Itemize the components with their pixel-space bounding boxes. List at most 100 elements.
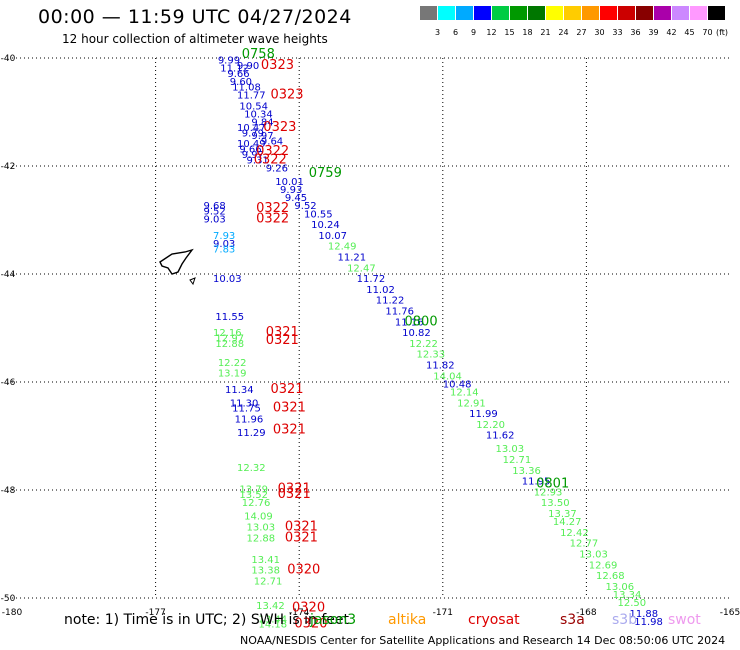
wave-height-label: 13.42	[256, 601, 285, 612]
data-labels: 9.9911.129.909.669.6011.0811.7710.5410.3…	[203, 47, 662, 632]
mission-s3b: s3b	[612, 612, 638, 628]
pass-time-label: 0321	[273, 401, 306, 416]
wave-height-label: 11.08	[232, 82, 261, 93]
wave-height-label: 12.88	[215, 339, 244, 350]
pass-time-label: 0323	[261, 58, 294, 73]
wave-height-label: 12.14	[450, 388, 479, 399]
colorbar-label: 36	[630, 28, 641, 37]
wave-height-label: 11.21	[337, 253, 366, 264]
colorbar-label: 39	[648, 28, 659, 37]
x-tick-label: -174	[289, 608, 310, 618]
wave-height-label: 12.91	[457, 398, 486, 409]
wave-height-label: 11.22	[376, 296, 405, 307]
colorbar-label: 70	[702, 28, 713, 37]
plot-frame	[12, 57, 730, 599]
colorbar-swatch	[564, 6, 581, 20]
colorbar-label: 24	[558, 28, 569, 37]
wave-height-label: 9.45	[285, 193, 307, 204]
wave-height-label: 12.50	[618, 598, 647, 609]
colorbar-swatch	[456, 6, 473, 20]
colorbar-label: 42	[666, 28, 677, 37]
wave-height-label: 12.69	[589, 560, 618, 571]
colorbar-label: 6	[452, 28, 459, 37]
y-tick-label: -50	[1, 594, 16, 604]
wave-height-label: 9.60	[230, 77, 252, 88]
wave-height-label: 9.64	[261, 136, 283, 147]
wave-height-label: 9.52	[203, 207, 225, 218]
wave-height-label: 10.34	[244, 109, 273, 120]
mission-altika: altika	[388, 612, 427, 628]
wave-height-label: 13.52	[239, 490, 268, 501]
wave-height-label: 14.27	[553, 517, 582, 528]
wave-height-label: 12.77	[570, 539, 599, 550]
wave-height-label: 10.49	[237, 139, 266, 150]
wave-height-label: 10.01	[275, 177, 304, 188]
wave-height-label: 11.02	[366, 285, 395, 296]
wave-height-label: 13.37	[548, 509, 577, 520]
wave-height-label: 11.34	[225, 385, 254, 396]
pass-time-label: 0321	[266, 333, 299, 348]
pass-time-label: 0321	[266, 325, 299, 340]
wave-height-label: 9.97	[242, 150, 264, 161]
chart-subtitle: 12 hour collection of altimeter wave hei…	[62, 32, 328, 46]
mission-cryosat: cryosat	[468, 612, 520, 628]
colorbar-label: 21	[540, 28, 551, 37]
wave-height-label: 11.30	[230, 398, 259, 409]
wave-height-label: 12.32	[237, 463, 266, 474]
pass-time-label: 0321	[270, 382, 303, 397]
wave-height-label: 14.04	[433, 371, 462, 382]
wave-height-label: 13.03	[495, 444, 524, 455]
colorbar-label: 45	[684, 28, 695, 37]
wave-height-label: 7.83	[213, 244, 235, 255]
colorbar-swatch	[546, 6, 563, 20]
colorbar-swatch	[528, 6, 545, 20]
wave-height-label: 13.38	[251, 566, 280, 577]
wave-height-label: 14.18	[259, 620, 288, 631]
wave-height-label: 12.97	[215, 334, 244, 345]
x-tick-label: -165	[720, 608, 740, 618]
wave-height-label: 11.16	[395, 317, 424, 328]
footer-note: note: 1) Time is in UTC; 2) SWH is in fe…	[64, 612, 350, 628]
wave-height-label: 9.97	[251, 131, 273, 142]
wave-height-label: 11.55	[215, 312, 244, 323]
axis-tick-labels: -180 -177 -174 -171 -168 -165 -40 -42 -44 -46 -48 -…	[1, 54, 740, 618]
wave-height-label: 13.03	[579, 550, 608, 561]
wave-height-label: 9.26	[266, 163, 288, 174]
wave-height-label: 13.36	[512, 466, 541, 477]
wave-height-label: 13.34	[613, 590, 642, 601]
x-tick-label: -171	[433, 608, 453, 618]
pass-time-label: 0321	[278, 487, 311, 502]
wave-height-label: 10.54	[239, 101, 268, 112]
wave-height-label: 13.79	[239, 485, 268, 496]
y-tick-label: -42	[1, 162, 16, 172]
pass-time-label: 0321	[273, 422, 306, 437]
wave-height-label: 11.95	[522, 477, 551, 488]
colorbar-swatch	[654, 6, 671, 20]
wave-height-label: 12.88	[247, 533, 276, 544]
wave-height-label: 9.03	[203, 215, 225, 226]
colorbar-swatch	[420, 6, 437, 20]
wave-height-label: 9.93	[280, 185, 302, 196]
wave-height-label: 11.99	[469, 409, 498, 420]
colorbar-label: 18	[522, 28, 533, 37]
wave-height-label: 9.31	[247, 155, 269, 166]
y-tick-label: -46	[1, 378, 16, 388]
pass-time-label: 0322	[256, 201, 289, 216]
x-tick-label: -168	[576, 608, 597, 618]
wave-height-label: 12.93	[534, 487, 563, 498]
colorbar-label: 27	[576, 28, 587, 37]
colorbar-swatch	[510, 6, 527, 20]
wave-height-label: 12.16	[213, 328, 242, 339]
wave-height-label: 11.12	[220, 64, 249, 75]
colorbar-swatch	[672, 6, 689, 20]
wave-height-label: 11.72	[357, 274, 386, 285]
island-outline	[159, 248, 196, 286]
pass-time-label: 0322	[256, 212, 289, 227]
colorbar-label: 33	[612, 28, 623, 37]
wave-height-label: 12.22	[409, 339, 438, 350]
colorbar-swatch	[492, 6, 509, 20]
wave-height-label: 13.41	[251, 555, 280, 566]
wave-height-label: 14.09	[244, 512, 273, 523]
wave-height-label: 11.96	[235, 415, 264, 426]
wave-height-label: 11.62	[486, 431, 515, 442]
